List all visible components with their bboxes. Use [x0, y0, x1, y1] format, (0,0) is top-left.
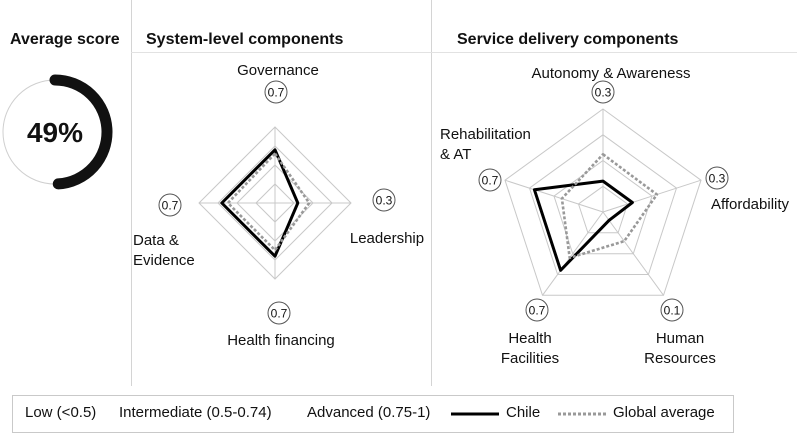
radar-1-axis-label-4-line-1: & AT — [440, 146, 471, 163]
legend-global-line-icon — [558, 412, 606, 416]
radar-1-score-label-2: 0.1 — [664, 304, 681, 318]
radar-0-series-chile — [220, 148, 300, 258]
radar-1-axis-label-3-line-0: Health — [508, 330, 551, 347]
radar-1-score-bubble-4 — [478, 168, 502, 192]
legend: Low (<0.5) Intermediate (0.5-0.74) Advan… — [12, 395, 734, 433]
radar-1-spoke-4 — [504, 179, 604, 213]
radar-1-axis-label-1-line-0: Affordability — [711, 196, 790, 213]
radar-1-axis-label-2-line-0: Human — [656, 330, 704, 347]
radar-1-series-global-average — [560, 153, 659, 260]
panel-divider-right — [431, 0, 432, 386]
legend-intermediate: Intermediate (0.5-0.74) — [119, 404, 272, 421]
radar-1-score-bubble-1 — [705, 166, 729, 190]
radar-1-score-label-0: 0.3 — [595, 86, 612, 100]
radar-1-grid-ring-1 — [553, 159, 653, 255]
radar-1-score-bubble-3 — [525, 298, 549, 322]
service-title-rule — [431, 52, 797, 53]
radar-0-score-label-2: 0.7 — [271, 307, 288, 321]
legend-global: Global average — [613, 404, 715, 421]
radar-0-series-global-average — [226, 152, 311, 252]
radar-0-score-label-3: 0.7 — [162, 199, 179, 213]
radar-0-axis-label-3-line-1: Evidence — [133, 252, 195, 269]
radar-1-spoke-3 — [542, 211, 604, 296]
radar-1-score-label-4: 0.7 — [482, 174, 499, 188]
radar-0-axis-label-2-line-0: Health financing — [227, 332, 335, 349]
radar-0-score-bubble-1 — [372, 188, 396, 212]
average-score-title: Average score — [10, 31, 120, 48]
radar-0-score-bubble-3 — [158, 193, 182, 217]
panel-divider-left — [131, 0, 132, 386]
system-title-rule — [131, 52, 431, 53]
average-score-gauge: 49% — [2, 74, 113, 190]
radar-1-spoke-2 — [602, 211, 664, 296]
service-title: Service delivery components — [457, 31, 679, 48]
radar-0-score-bubble-2 — [267, 301, 291, 325]
legend-chile: Chile — [506, 404, 541, 421]
legend-low: Low (<0.5) — [25, 404, 97, 421]
radar-0-axis-label-1-line-0: Leadership — [350, 230, 424, 247]
radar-1-grid-ring-2 — [528, 134, 678, 275]
radar-1-grid-ring-0 — [577, 185, 629, 234]
radar-1-score-bubble-2 — [660, 298, 684, 322]
radar-1-axis-label-4-line-0: Rehabilitation — [440, 126, 531, 143]
system-title: System-level components — [146, 31, 344, 48]
average-score-value: 49% — [27, 117, 83, 148]
radar-1-axis-label-2-line-1: Resources — [644, 350, 716, 367]
radar-0-axis-label-0-line-0: Governance — [237, 62, 319, 79]
radar-1-grid-ring-3 — [504, 108, 702, 296]
radar-0-score-label-0: 0.7 — [268, 86, 285, 100]
radar-1-spoke-1 — [602, 179, 702, 213]
radar-1-series-chile — [532, 179, 634, 272]
radar-1-score-bubble-0 — [591, 80, 615, 104]
legend-advanced: Advanced (0.75-1) — [307, 404, 431, 421]
radar-1-axis-label-3-line-1: Facilities — [501, 350, 559, 367]
radar-1-axis-label-0-line-0: Autonomy & Awareness — [532, 65, 691, 82]
radar-0-axis-label-3-line-0: Data & — [133, 232, 179, 249]
radar-1-score-label-1: 0.3 — [709, 172, 726, 186]
radar-1-score-label-3: 0.7 — [529, 304, 546, 318]
radar-0-score-label-1: 0.3 — [376, 194, 393, 208]
legend-chile-line-icon — [451, 412, 499, 416]
gauge-arc — [49, 74, 113, 190]
radar-0-score-bubble-0 — [264, 80, 288, 104]
